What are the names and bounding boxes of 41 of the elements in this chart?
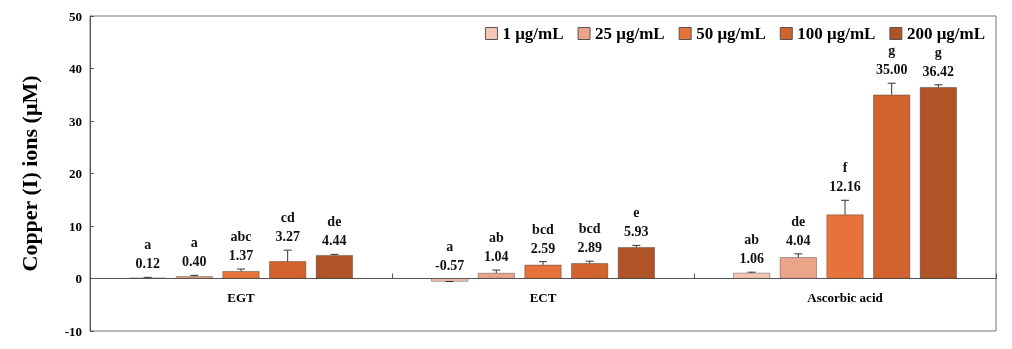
data-label: f 12.16: [829, 160, 861, 195]
legend-label: 100 μg/mL: [797, 24, 876, 43]
y-tick-label: 0: [75, 271, 82, 286]
data-label: g 35.00: [875, 43, 908, 78]
bar: [571, 263, 609, 279]
x-tick-label: Ascorbic acid: [807, 289, 884, 305]
bar: [222, 271, 260, 279]
y-tick-label: 20: [69, 166, 82, 181]
bar: [477, 273, 515, 279]
bar: [315, 255, 353, 279]
bar: [919, 87, 957, 279]
data-label: a 0.40: [182, 235, 207, 270]
legend-label: 25 μg/mL: [595, 24, 665, 43]
data-label: e 5.93: [624, 205, 649, 240]
data-label: a 0.12: [135, 237, 160, 272]
legend-label: 50 μg/mL: [696, 24, 766, 43]
x-tick-label: ECT: [529, 289, 557, 305]
data-label: de 4.04: [786, 213, 811, 248]
y-tick-label: 50: [69, 8, 82, 24]
data-label: de 4.44: [322, 214, 347, 249]
y-tick-label: 10: [69, 218, 82, 234]
data-label: bcd 2.59: [530, 221, 556, 256]
bar: [431, 278, 469, 282]
data-label: abc 1.37: [228, 229, 254, 264]
y-tick-label: 40: [69, 61, 82, 76]
bar: [524, 264, 562, 279]
data-label: bcd 2.89: [577, 221, 602, 256]
data-label: ab 1.04: [484, 230, 509, 265]
data-label: cd 3.27: [275, 210, 300, 245]
legend-label: 1 μg/mL: [502, 24, 564, 43]
bar: [733, 272, 771, 279]
data-label: g 36.42: [922, 44, 955, 79]
bar: [617, 247, 655, 279]
legend-label: 200 μg/mL: [906, 24, 986, 43]
y-tick-label: 30: [69, 113, 82, 129]
data-label: ab 1.06: [739, 232, 764, 267]
bar: [779, 257, 817, 279]
data-label: a -0.57: [435, 238, 465, 273]
y-tick-label: -10: [64, 323, 82, 339]
x-tick-label: EGT: [227, 289, 256, 305]
y-axis-title: Copper (I) ions (μM): [16, 75, 42, 272]
